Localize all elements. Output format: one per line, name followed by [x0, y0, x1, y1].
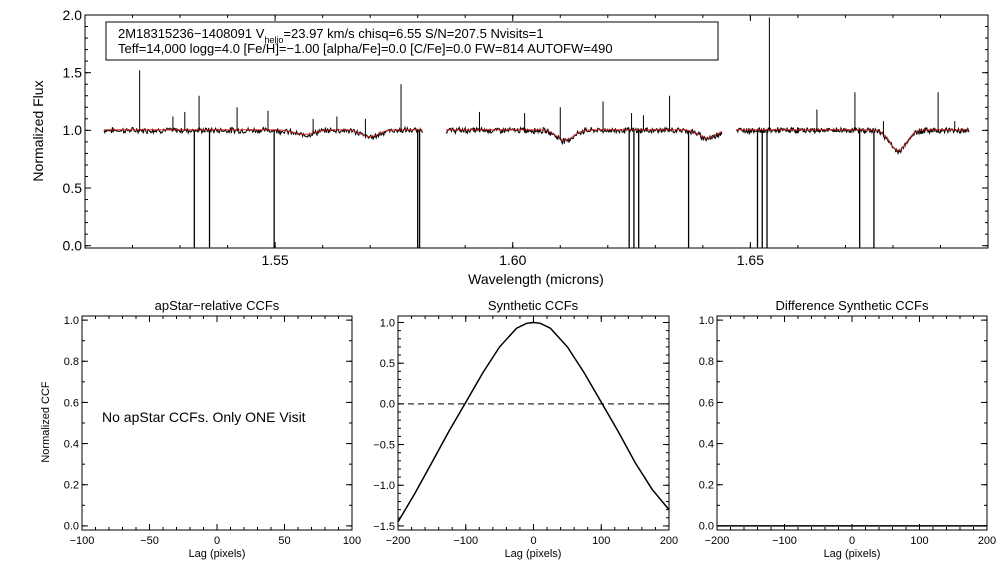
annotation-line-1-after: =23.97 km/s chisq=6.55 S/N=207.5 Nvisits… [283, 26, 543, 41]
y-tick-label: 1.0 [63, 122, 83, 138]
spectrum-plot-area [103, 17, 970, 248]
synthetic-fit-line [446, 129, 723, 141]
x-tick-label: 1.65 [737, 252, 764, 268]
spectrum-annotation-box: 2M18315236−1408091 Vhelio=23.97 km/s chi… [105, 21, 719, 61]
y-tick-label: 0.6 [64, 397, 79, 409]
y-tick-label: 0.6 [699, 397, 714, 409]
annotation-line-1: 2M18315236−1408091 Vhelio=23.97 km/s chi… [118, 26, 544, 45]
synthetic-ccf-frame [397, 315, 670, 531]
x-tick-label: 200 [978, 535, 996, 547]
x-tick-label: 100 [343, 535, 361, 547]
y-tick-label: 2.0 [63, 7, 83, 23]
apstar-ccf-message: No apStar CCFs. Only ONE Visit [102, 409, 306, 425]
y-tick-label: 0.4 [64, 438, 79, 450]
apstar-ccf-x-axis-label: Lag (pixels) [189, 548, 246, 560]
spectrum-panel: 1.55 1.60 1.65 0.0 0.5 1.0 1.5 2.0 2M18315236−1… [30, 7, 989, 287]
y-tick-label: 0.0 [380, 399, 395, 411]
y-tick-label: 0.2 [699, 480, 714, 492]
apstar-ccf-title: apStar−relative CCFs [155, 298, 280, 313]
observed-spectrum-line [735, 126, 970, 155]
synthetic-fit-line [736, 129, 969, 152]
x-tick-label: 0 [214, 535, 220, 547]
y-tick-label: 1.0 [699, 315, 714, 327]
annotation-line-2: Teff=14,000 logg=4.0 [Fe/H]=−1.00 [alpha… [118, 41, 613, 56]
x-tick-label: −200 [705, 535, 730, 547]
x-tick-label: −100 [772, 535, 797, 547]
x-tick-label: 0 [849, 535, 855, 547]
y-tick-label: 1.0 [64, 315, 79, 327]
y-tick-label: 0.8 [699, 356, 714, 368]
synthetic-ccf-axis-ticks: −200 −100 0 100 200 −1.5 −1.0 −0.5 0.0 0.5 1.0 [373, 316, 678, 547]
difference-ccf-panel: −200 −100 0 100 200 0.0 0.2 0.4 0.6 0.8 1.0 Differ… [699, 298, 996, 560]
x-tick-label: 200 [660, 535, 678, 547]
y-tick-label: 1.0 [380, 317, 395, 329]
difference-ccf-x-axis-label: Lag (pixels) [824, 548, 881, 560]
synthetic-ccf-panel: −200 −100 0 100 200 −1.5 −1.0 −0.5 0.0 0.5 1.0 Syn… [373, 298, 678, 560]
x-tick-label: 100 [592, 535, 610, 547]
x-tick-label: 50 [278, 535, 290, 547]
spectrum-axis-ticks: 1.55 1.60 1.65 0.0 0.5 1.0 1.5 2.0 [63, 7, 989, 268]
y-tick-label: 1.5 [63, 65, 83, 81]
apstar-ccf-axis-ticks: −100 −50 0 50 100 0.0 0.2 0.4 0.6 0.8 1.0 [64, 315, 361, 547]
x-tick-label: −200 [386, 535, 411, 547]
x-tick-label: 100 [910, 535, 928, 547]
difference-ccf-axis-ticks: −200 −100 0 100 200 0.0 0.2 0.4 0.6 0.8 1.0 [699, 315, 996, 547]
y-tick-label: 0.5 [380, 358, 395, 370]
synthetic-fit-line [104, 129, 423, 138]
difference-ccf-title: Difference Synthetic CCFs [776, 298, 929, 313]
y-tick-label: 0.8 [64, 356, 79, 368]
difference-ccf-frame [716, 315, 988, 531]
annotation-line-1-before: 2M18315236−1408091 V [118, 26, 265, 41]
y-tick-label: 0.0 [64, 521, 79, 533]
y-tick-label: −1.0 [373, 480, 395, 492]
synthetic-ccf-title: Synthetic CCFs [488, 298, 579, 313]
y-tick-label: −1.5 [373, 521, 395, 533]
spectrum-x-axis-label: Wavelength (microns) [468, 271, 604, 287]
annotation-subscript: helio [264, 35, 283, 45]
y-tick-label: 0.0 [699, 521, 714, 533]
y-tick-label: 0.4 [699, 438, 714, 450]
synthetic-ccf-plot-area [397, 321, 670, 523]
x-tick-label: 0 [530, 535, 536, 547]
x-tick-label: −100 [70, 535, 95, 547]
y-tick-label: 0.0 [63, 238, 83, 254]
apstar-ccf-y-axis-label: Normalized CCF [40, 381, 52, 463]
apstar-ccf-panel: −100 −50 0 50 100 0.0 0.2 0.4 0.6 0.8 1.0 apStar−r… [40, 298, 361, 560]
spectrum-frame [84, 14, 989, 249]
x-tick-label: 1.60 [499, 252, 526, 268]
synthetic-ccf-x-axis-label: Lag (pixels) [505, 548, 562, 560]
x-tick-label: 1.55 [261, 252, 288, 268]
x-tick-label: −50 [140, 535, 159, 547]
synthetic-ccf-curve [397, 321, 670, 523]
spectrum-y-axis-label: Normalized Flux [30, 80, 46, 181]
y-tick-label: −0.5 [373, 439, 395, 451]
observed-spectrum-line [103, 125, 423, 140]
annotation-frame [105, 21, 719, 61]
y-tick-label: 0.2 [64, 480, 79, 492]
y-tick-label: 0.5 [63, 180, 83, 196]
x-tick-label: −100 [453, 535, 478, 547]
